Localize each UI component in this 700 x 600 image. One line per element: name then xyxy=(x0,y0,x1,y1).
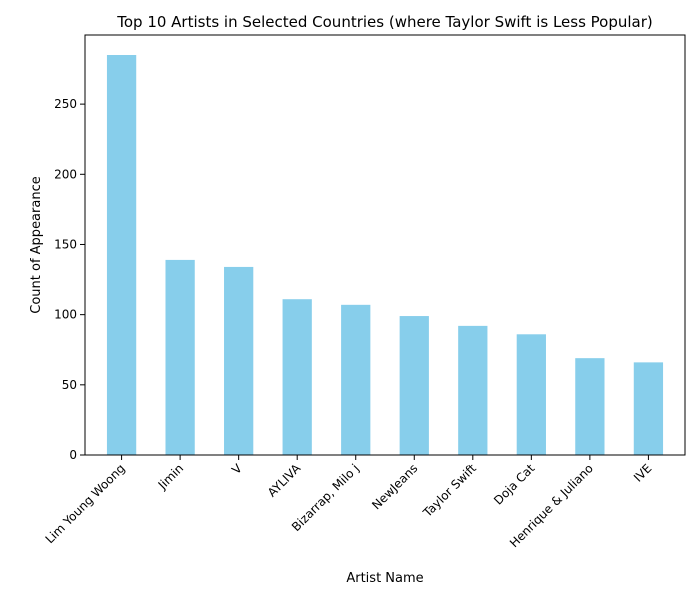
y-tick-label: 200 xyxy=(54,167,77,181)
bar-1 xyxy=(106,55,137,455)
x-tick-label: V xyxy=(229,461,245,477)
x-tick-label: Jimin xyxy=(155,461,186,492)
x-tick-label: Taylor Swift xyxy=(420,461,479,520)
bar-10 xyxy=(633,362,664,455)
bar-6 xyxy=(399,316,429,455)
x-tick-label: AYLIVA xyxy=(265,461,304,500)
x-axis-label: Artist Name xyxy=(346,571,423,586)
y-tick-label: 100 xyxy=(54,308,77,322)
chart-title: Top 10 Artists in Selected Countries (wh… xyxy=(116,13,653,31)
y-axis: 0 50 100 150 200 250 xyxy=(54,97,85,462)
x-tick-label: NewJeans xyxy=(369,461,420,512)
bars-layer xyxy=(106,55,664,455)
x-tick-label: Lim Young Woong xyxy=(43,461,128,546)
x-tick-label: IVE xyxy=(631,461,655,485)
y-tick-label: 250 xyxy=(54,97,77,111)
bar-5 xyxy=(341,304,371,455)
bar-9 xyxy=(575,358,605,455)
bar-7 xyxy=(458,325,488,455)
bar-8 xyxy=(516,334,546,455)
bar-3 xyxy=(224,266,254,455)
plot-frame xyxy=(84,34,686,456)
bar-4 xyxy=(282,299,312,455)
y-tick-label: 50 xyxy=(62,378,77,392)
y-tick-label: 0 xyxy=(69,448,77,462)
y-tick-label: 150 xyxy=(54,237,77,251)
x-tick-label: Doja Cat xyxy=(491,461,538,508)
bar-2 xyxy=(165,259,195,455)
y-axis-label: Count of Appearance xyxy=(29,176,44,313)
